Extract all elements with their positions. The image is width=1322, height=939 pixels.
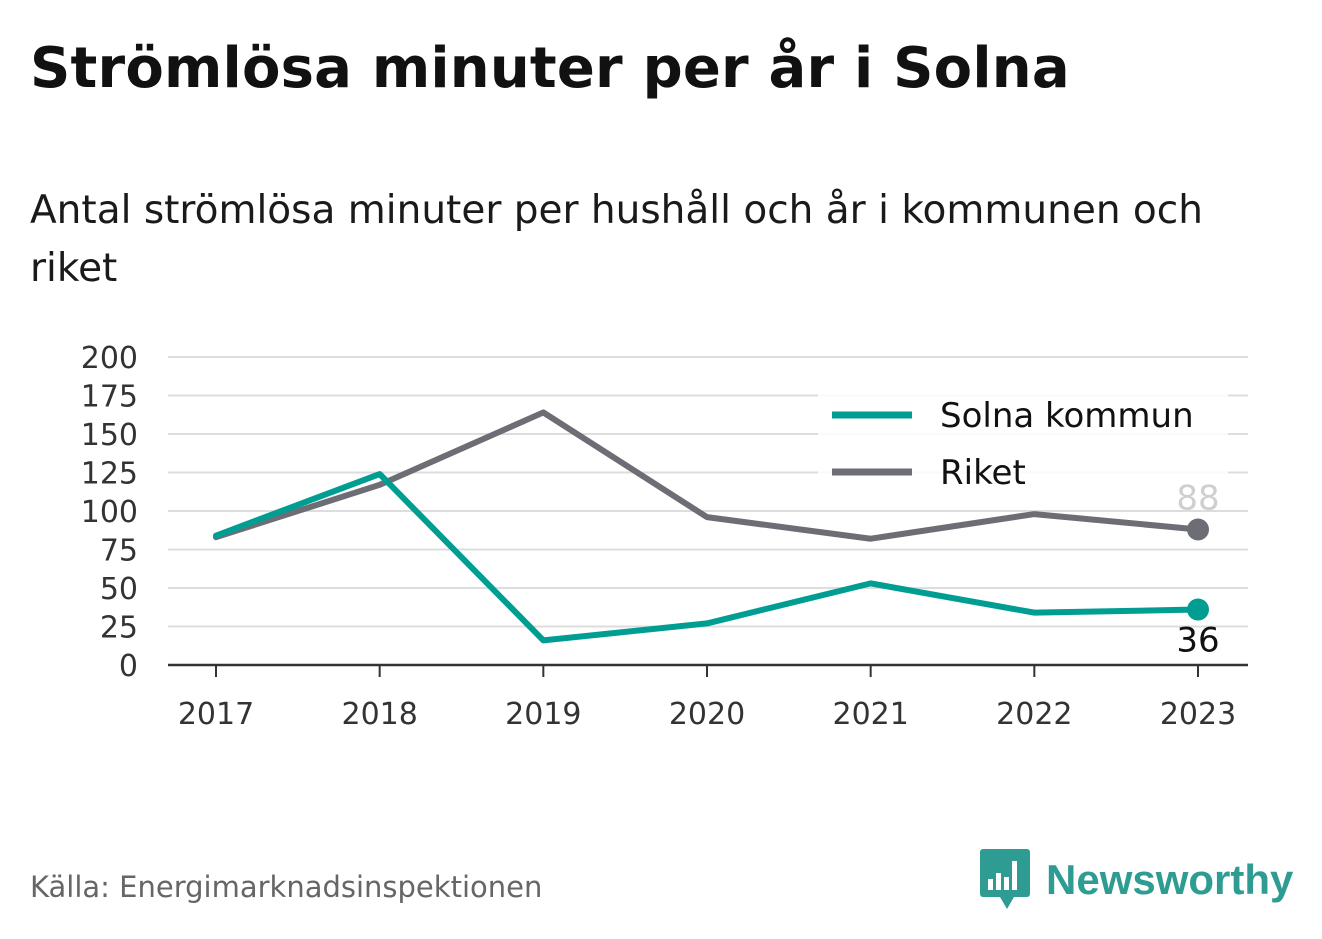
x-tick-label: 2022 xyxy=(996,697,1072,732)
legend-label: Riket xyxy=(940,453,1026,493)
legend-background xyxy=(818,388,1228,500)
y-tick-label: 75 xyxy=(100,534,138,569)
y-tick-label: 100 xyxy=(81,495,138,530)
series-lines xyxy=(213,409,1209,644)
y-tick-label: 125 xyxy=(81,457,138,492)
series-line-1 xyxy=(213,409,1201,542)
end-labels: 36 88 xyxy=(1176,478,1219,660)
y-tick-label: 150 xyxy=(81,418,138,453)
brand-name: Newsworthy xyxy=(1046,856,1294,903)
x-tick-label: 2023 xyxy=(1160,697,1236,732)
y-tick-label: 175 xyxy=(81,380,138,415)
x-tick-label: 2017 xyxy=(178,697,254,732)
y-tick-label: 200 xyxy=(81,341,138,376)
chart-subtitle: Antal strömlösa minuter per hushåll och … xyxy=(30,188,1203,291)
chart-title: Strömlösa minuter per år i Solna xyxy=(30,36,1070,101)
y-tick-label: 50 xyxy=(100,572,138,607)
x-tick-label: 2021 xyxy=(832,697,908,732)
series-end-point-1 xyxy=(1187,518,1209,541)
legend-label: Solna kommun xyxy=(940,396,1194,436)
series-line-0 xyxy=(213,471,1201,644)
y-tick-label: 25 xyxy=(100,611,138,646)
x-tick-label: 2019 xyxy=(505,697,581,732)
end-value-label: 36 xyxy=(1176,621,1219,661)
x-axis: 2017 2018 2019 2020 2021 2022 2023 xyxy=(168,663,1248,732)
end-value-label: 88 xyxy=(1176,478,1219,518)
y-tick-label: 0 xyxy=(119,649,138,684)
brand-logo: Newsworthy xyxy=(980,848,1293,912)
source-note: Källa: Energimarknadsinspektionen xyxy=(30,870,543,904)
x-tick-label: 2020 xyxy=(669,697,745,732)
x-tick-label: 2018 xyxy=(341,697,417,732)
legend: Solna kommun Riket xyxy=(818,388,1228,500)
series-end-point-0 xyxy=(1187,598,1209,621)
bar-chart-speech-bubble-icon xyxy=(980,849,1030,909)
